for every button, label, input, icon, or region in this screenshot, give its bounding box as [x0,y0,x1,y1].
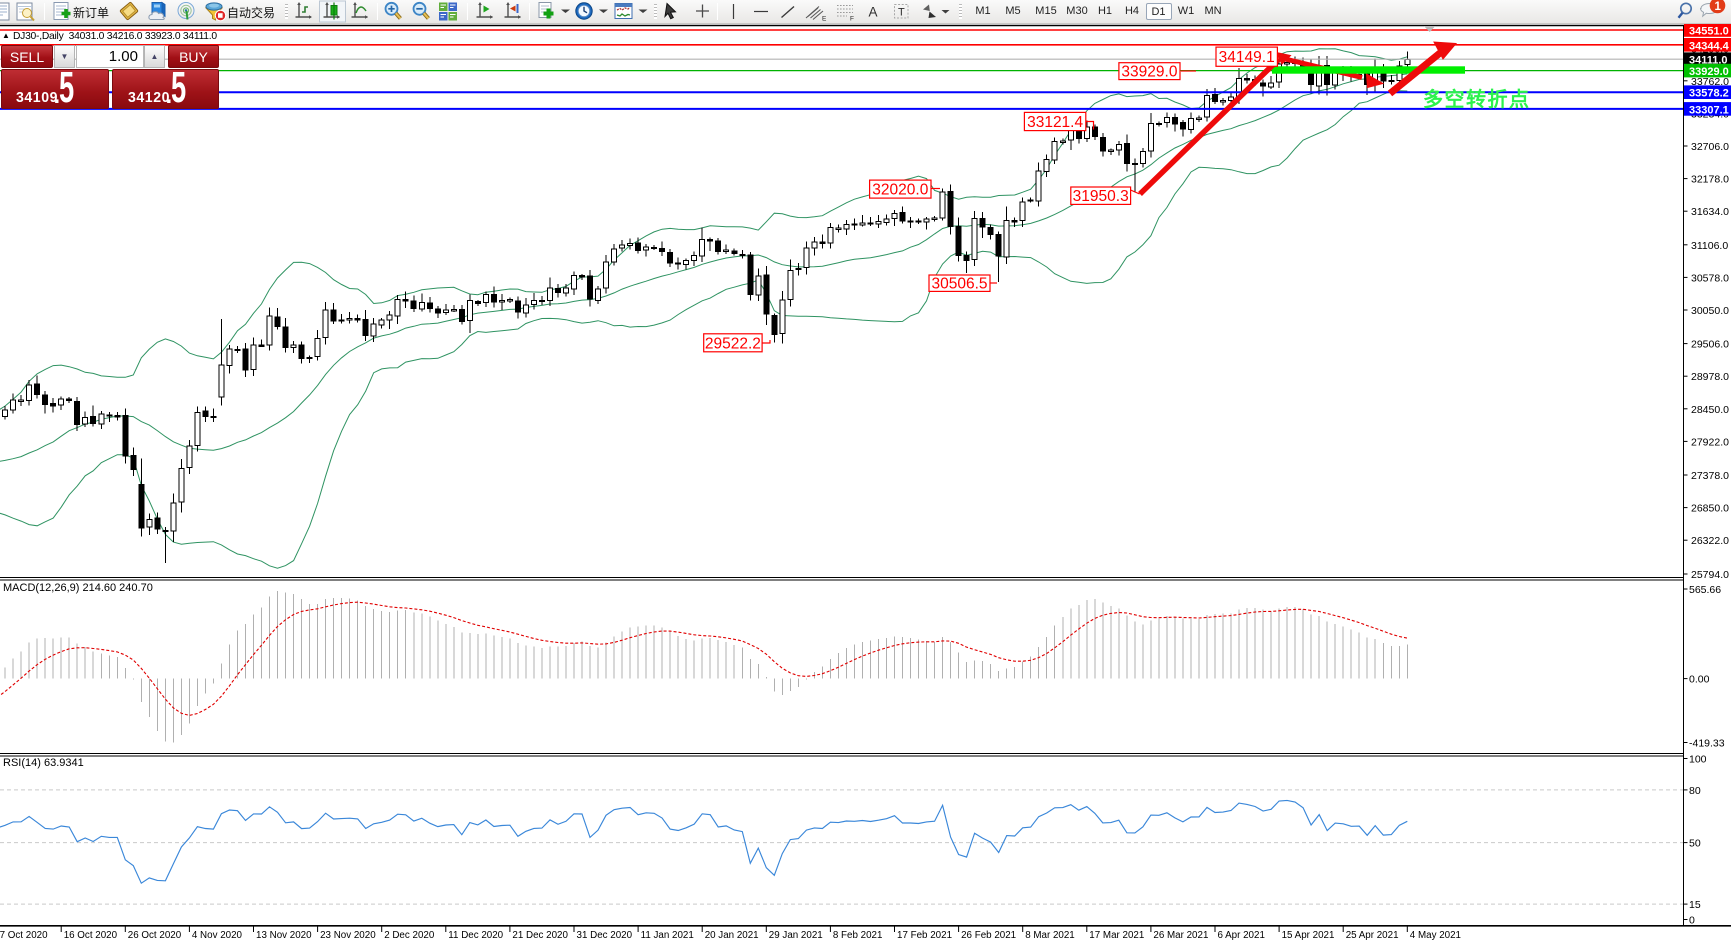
svg-text:30506.5: 30506.5 [931,276,987,293]
svg-text:32178.0: 32178.0 [1691,174,1729,186]
svg-text:26 Feb 2021: 26 Feb 2021 [961,930,1016,941]
svg-text:34551.0: 34551.0 [1689,26,1729,38]
svg-text:17 Feb 2021: 17 Feb 2021 [897,930,952,941]
svg-text:7 Oct 2020: 7 Oct 2020 [0,930,48,941]
svg-text:-419.33: -419.33 [1689,738,1725,750]
svg-text:RSI(14) 63.9341: RSI(14) 63.9341 [3,757,84,769]
svg-text:20 Jan 2021: 20 Jan 2021 [705,930,759,941]
svg-text:26 Oct 2020: 26 Oct 2020 [128,930,182,941]
svg-text:MACD(12,26,9) 214.60 240.70: MACD(12,26,9) 214.60 240.70 [3,582,153,594]
svg-text:1: 1 [1715,1,1722,13]
svg-text:33929.0: 33929.0 [1121,64,1177,81]
svg-text:21 Dec 2020: 21 Dec 2020 [512,930,568,941]
svg-text:30578.0: 30578.0 [1691,272,1729,284]
svg-text:A: A [869,5,878,20]
svg-text:F: F [850,16,854,23]
svg-text:32020.0: 32020.0 [872,182,928,199]
svg-text:34149.1: 34149.1 [1219,49,1275,66]
svg-text:50: 50 [1689,838,1701,850]
svg-text:28450.0: 28450.0 [1691,404,1729,416]
svg-text:11 Jan 2021: 11 Jan 2021 [641,930,694,941]
svg-text:33762.0: 33762.0 [1691,76,1729,88]
svg-text:6 Apr 2021: 6 Apr 2021 [1218,930,1265,941]
svg-text:2 Dec 2020: 2 Dec 2020 [384,930,435,941]
svg-text:E: E [822,16,827,23]
svg-text:4 May 2021: 4 May 2021 [1410,930,1461,941]
svg-text:31950.3: 31950.3 [1073,188,1129,205]
svg-text:26322.0: 26322.0 [1691,535,1729,547]
svg-text:26850.0: 26850.0 [1691,503,1729,515]
svg-text:23 Nov 2020: 23 Nov 2020 [320,930,376,941]
svg-text:0: 0 [1689,915,1695,927]
svg-text:4 Nov 2020: 4 Nov 2020 [192,930,243,941]
svg-text:26 Mar 2021: 26 Mar 2021 [1153,930,1208,941]
svg-text:33578.2: 33578.2 [1689,88,1729,100]
svg-text:15 Apr 2021: 15 Apr 2021 [1282,930,1335,941]
svg-text:565.66: 565.66 [1689,584,1721,596]
svg-text:29 Jan 2021: 29 Jan 2021 [769,930,823,941]
svg-text:100: 100 [1689,754,1707,766]
svg-text:33307.1: 33307.1 [1689,104,1729,116]
svg-text:27378.0: 27378.0 [1691,470,1729,482]
svg-text:34111.0: 34111.0 [1689,55,1728,67]
svg-text:30050.0: 30050.0 [1691,305,1729,317]
svg-text:28978.0: 28978.0 [1691,371,1729,383]
svg-text:25 Apr 2021: 25 Apr 2021 [1346,930,1399,941]
svg-text:多空转折点: 多空转折点 [1423,87,1531,111]
svg-text:25794.0: 25794.0 [1691,569,1729,581]
svg-text:80: 80 [1689,785,1701,797]
svg-text:32706.0: 32706.0 [1691,141,1729,153]
svg-text:16 Oct 2020: 16 Oct 2020 [64,930,118,941]
svg-text:33121.4: 33121.4 [1027,114,1083,131]
svg-text:8 Feb 2021: 8 Feb 2021 [833,930,883,941]
svg-text:8 Mar 2021: 8 Mar 2021 [1025,930,1075,941]
svg-text:31106.0: 31106.0 [1691,240,1728,252]
svg-text:33929.0: 33929.0 [1689,66,1729,78]
svg-text:31 Dec 2020: 31 Dec 2020 [577,930,633,941]
svg-text:17 Mar 2021: 17 Mar 2021 [1089,930,1144,941]
svg-text:29522.2: 29522.2 [705,335,761,352]
svg-text:31634.0: 31634.0 [1691,206,1729,218]
svg-text:27922.0: 27922.0 [1691,436,1729,448]
svg-text:15: 15 [1689,899,1701,911]
svg-text:11 Dec 2020: 11 Dec 2020 [448,930,503,941]
svg-text:34344.4: 34344.4 [1689,40,1730,52]
svg-text:T: T [898,7,905,19]
svg-text:29506.0: 29506.0 [1691,339,1729,351]
svg-text:13 Nov 2020: 13 Nov 2020 [256,930,312,941]
svg-text:0.00: 0.00 [1689,674,1710,686]
